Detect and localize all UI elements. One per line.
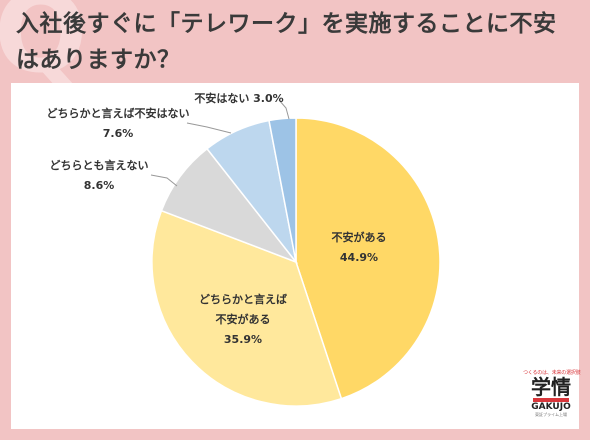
leader-line-5 xyxy=(278,99,290,120)
chart-panel: 不安がある 44.9% どちらかと言えば不安がある 35.9% どちらとも言えない 8.6… xyxy=(11,83,581,429)
logo-english: GAKUJO xyxy=(531,402,571,412)
logo-bar xyxy=(533,398,569,402)
slice-label-1: 不安がある 44.9% xyxy=(332,230,387,264)
slice-label-2: どちらかと言えば不安がある 35.9% xyxy=(199,292,287,346)
leader-line-4 xyxy=(186,122,232,134)
pie-slice-1 xyxy=(295,117,441,400)
pie-chart: 不安がある 44.9% どちらかと言えば不安がある 35.9% どちらとも言えない 8.6… xyxy=(47,91,441,407)
pie-slice-2 xyxy=(151,209,343,407)
leader-line-3 xyxy=(150,174,178,187)
pie-slice-5 xyxy=(268,117,297,263)
logo-main-text: 学情 xyxy=(531,375,571,399)
logo-tagline: つくるのは、未来の選択肢 xyxy=(523,370,581,376)
question-title: 入社後すぐに「テレワーク」を実施することに不安はありますか？ xyxy=(16,11,557,73)
slice-label-5: 不安はない 3.0% xyxy=(194,91,283,105)
q-mark: Q xyxy=(0,0,88,97)
gakujo-logo: つくるのは、未来の選択肢 学情 GAKUJO 東証プライム上場 xyxy=(523,369,581,427)
logo-sub: 東証プライム上場 xyxy=(535,412,567,417)
slice-label-4: どちらかと言えば不安はない 7.6% xyxy=(47,106,190,140)
slice-label-3: どちらとも言えない 8.6% xyxy=(50,158,149,192)
